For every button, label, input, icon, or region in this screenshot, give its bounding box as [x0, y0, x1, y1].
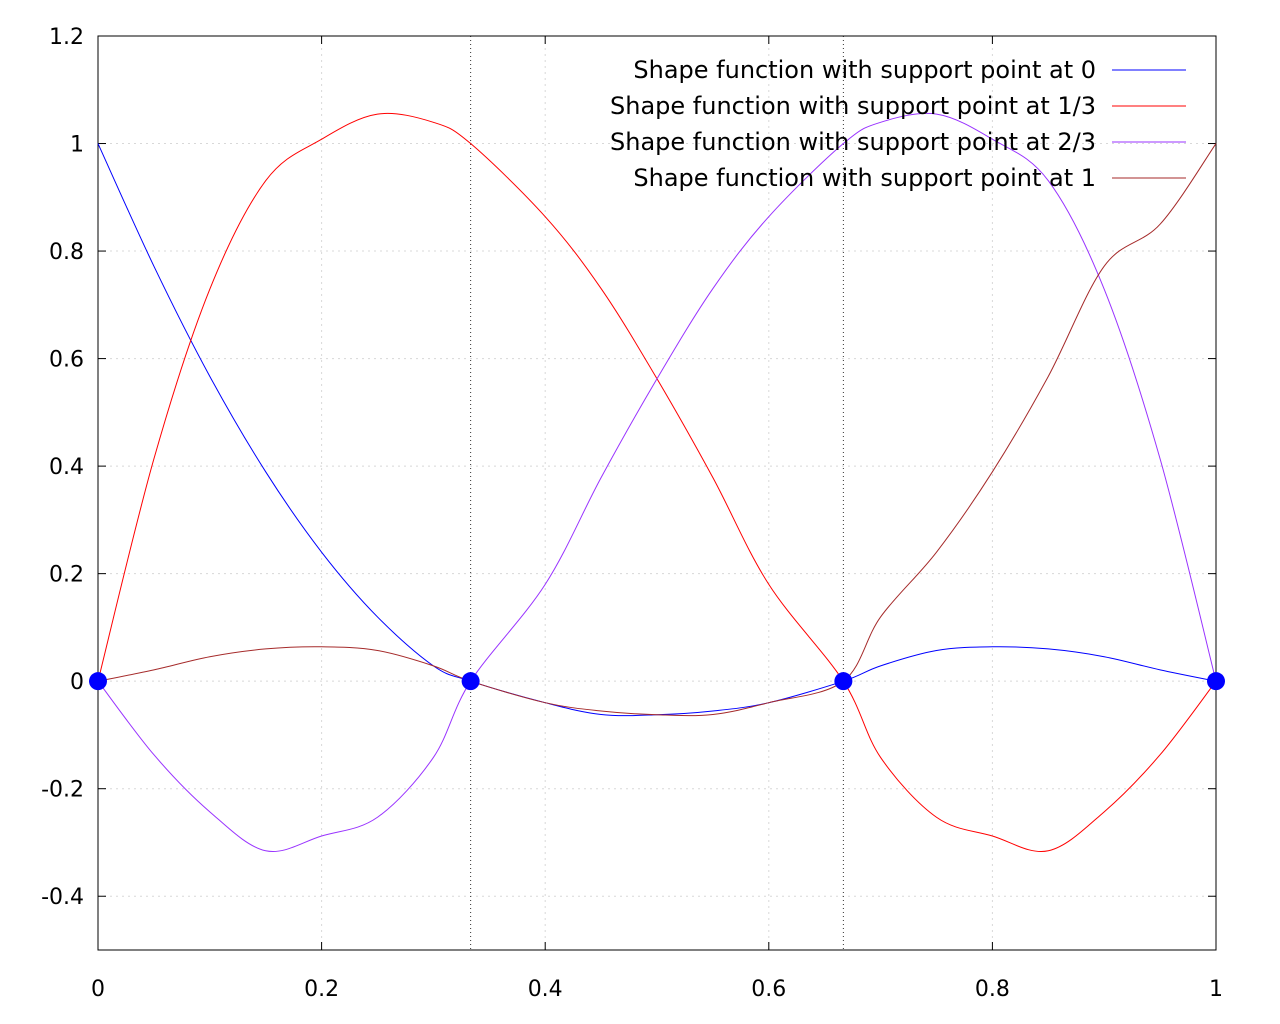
y-tick-label: 0.8 [49, 240, 84, 265]
series-lines [97, 112, 1217, 853]
y-tick-label: 1 [70, 133, 84, 158]
series-line-2 [97, 112, 1217, 853]
legend-label-3: Shape function with support point at 1 [633, 164, 1096, 192]
plot-area-frame [97, 35, 1217, 951]
x-tick-label: 0.8 [975, 977, 1010, 1002]
support-point-marker [834, 672, 853, 691]
y-tick-label: -0.4 [41, 885, 84, 910]
support-point-marker [461, 672, 480, 691]
y-tick-label: 0.2 [49, 563, 84, 588]
series-line-1 [97, 112, 1217, 853]
x-axis: 0 0.2 0.4 0.6 0.8 1 [91, 36, 1223, 1002]
x-tick-label: 0.4 [528, 977, 563, 1002]
support-point-marker [89, 672, 107, 691]
y-tick-label: -0.2 [41, 778, 84, 803]
x-tick-label: 0 [91, 977, 105, 1002]
y-axis: -0.4 -0.2 0 0.2 0.4 0.6 0.8 1 1.2 [41, 25, 1216, 910]
legend-label-1: Shape function with support point at 1/3 [610, 92, 1096, 120]
y-tick-label: 0.6 [49, 348, 84, 373]
x-tick-label: 1 [1209, 977, 1223, 1002]
legend-label-0: Shape function with support point at 0 [633, 56, 1096, 84]
legend-label-2: Shape function with support point at 2/3 [610, 128, 1096, 156]
y-tick-label: 0 [70, 670, 84, 695]
y-tick-label: 0.4 [49, 455, 84, 480]
series-line-0 [97, 143, 1217, 717]
series-line-3 [97, 143, 1217, 717]
support-points [89, 672, 1225, 691]
y-tick-label: 1.2 [49, 25, 84, 50]
support-point-marker [1207, 672, 1225, 691]
x-tick-label: 0.2 [304, 977, 339, 1002]
x-tick-label: 0.6 [751, 977, 786, 1002]
vertical-reference-lines [470, 36, 844, 950]
legend: Shape function with support point at 0 Sh… [610, 56, 1186, 192]
